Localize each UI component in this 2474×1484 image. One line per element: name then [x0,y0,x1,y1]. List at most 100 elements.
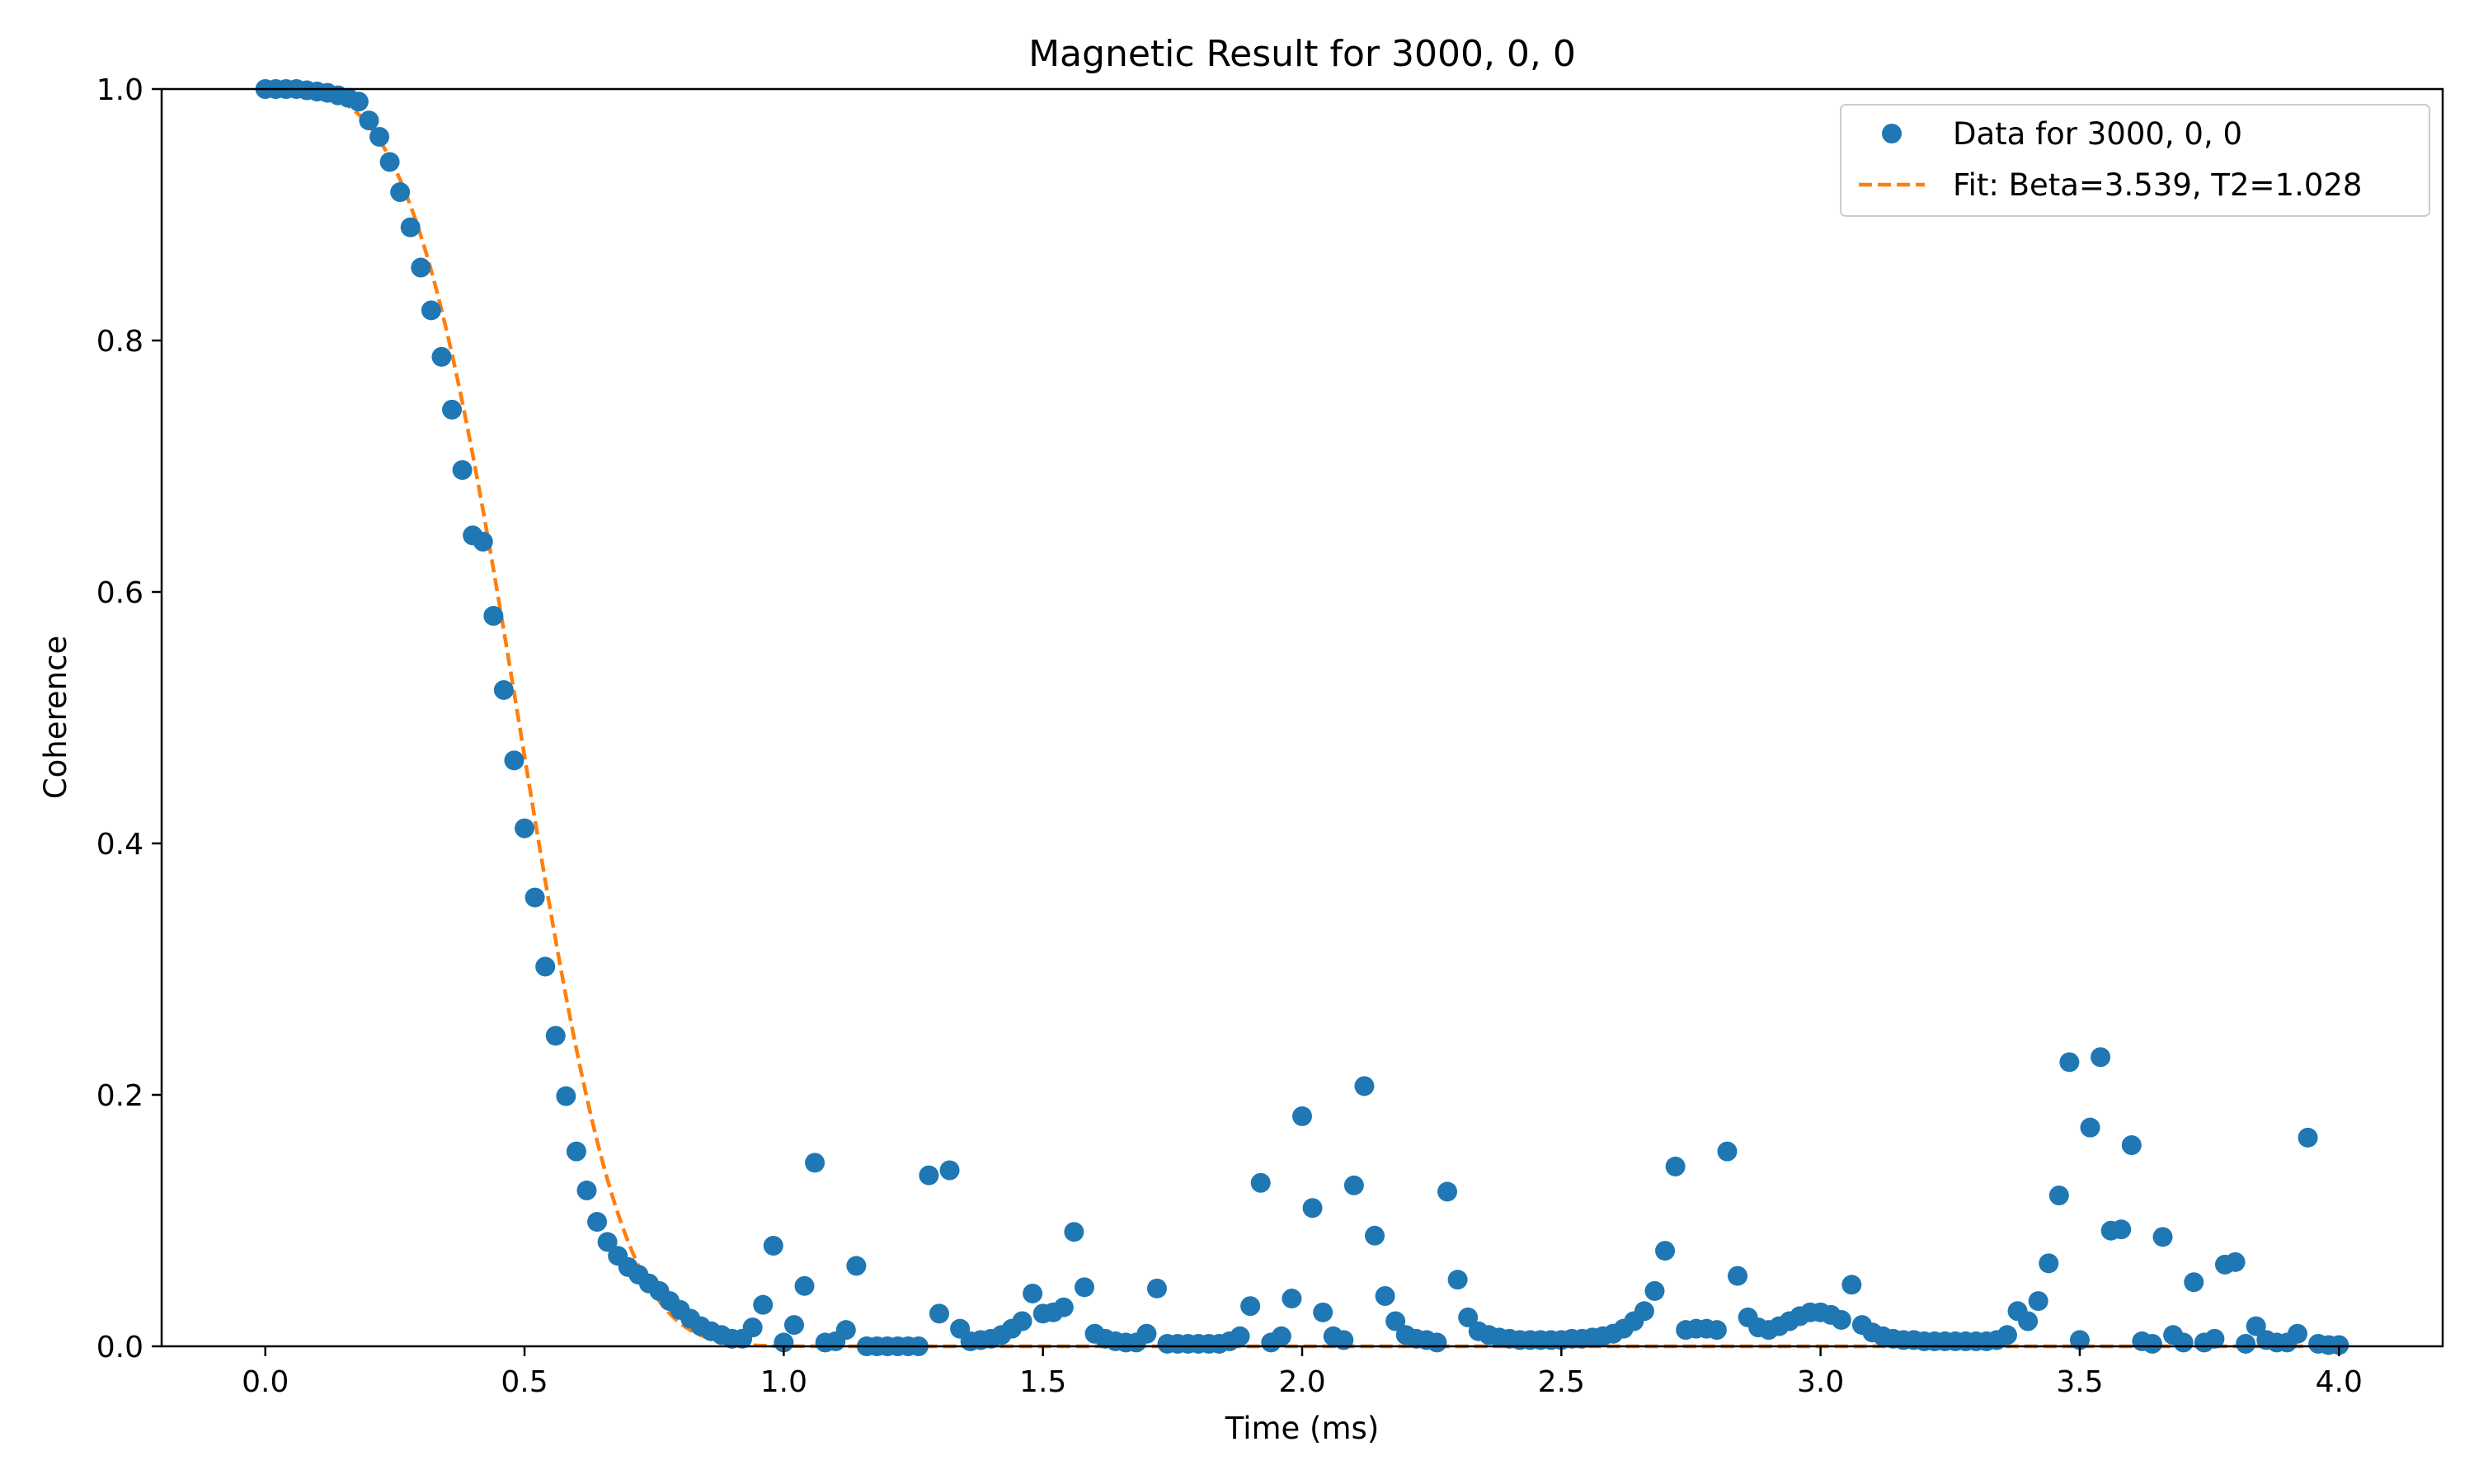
data-point [390,182,411,203]
legend-label-data: Data for 3000, 0, 0 [1953,116,2242,152]
data-point [431,346,452,367]
x-tick-label: 2.5 [1538,1365,1585,1399]
data-point [774,1332,794,1353]
data-point [2204,1328,2225,1349]
data-point [929,1303,949,1324]
y-tick-label: 0.6 [96,576,143,610]
data-point [2018,1311,2039,1331]
data-point [348,92,369,112]
data-point [556,1086,576,1106]
data-point [1023,1283,1043,1303]
data-point [1717,1141,1738,1162]
data-point [919,1165,939,1186]
legend-label-fit: Fit: Beta=3.539, T2=1.028 [1953,167,2362,203]
data-point [2080,1117,2100,1138]
data-point [1292,1106,1312,1126]
data-point [1136,1323,1157,1344]
y-axis-label: Coherence [38,636,73,799]
data-point [2111,1219,2132,1240]
data-point [742,1317,763,1338]
y-tick-label: 0.0 [96,1331,143,1364]
data-point [379,152,400,172]
x-tick-label: 1.5 [1019,1365,1066,1399]
data-point [1997,1325,2017,1345]
data-point [483,605,504,626]
x-axis-ticks: 0.0 0.5 1.0 1.5 2.0 2.5 3.0 3.5 4.0 [242,1346,2363,1399]
legend-marker-data [1882,124,1902,143]
x-tick-label: 1.0 [760,1365,807,1399]
x-tick-label: 4.0 [2316,1365,2363,1399]
data-point [1012,1311,1032,1331]
data-point [2028,1291,2048,1312]
data-point [1634,1301,1654,1322]
data-point [442,399,463,420]
data-point [2184,1272,2204,1293]
data-point [1644,1280,1665,1301]
data-point [2287,1323,2307,1344]
data-point [1271,1326,1291,1346]
data-point [1333,1330,1354,1350]
data-point [1053,1297,1074,1317]
data-point [1458,1307,1479,1327]
data-point [2142,1333,2162,1354]
data-point [1230,1326,1250,1346]
data-point [1385,1311,1406,1331]
x-axis-label: Time (ms) [1225,1411,1380,1446]
y-axis-ticks: 0.0 0.2 0.4 0.6 0.8 1.0 [96,73,162,1364]
data-point [2298,1127,2318,1148]
data-point [794,1275,815,1296]
data-point [1282,1289,1302,1309]
data-point [515,818,535,838]
data-point [1250,1172,1271,1193]
data-point [493,679,514,700]
legend-box [1840,104,2430,217]
data-point [939,1160,960,1181]
data-point [576,1180,597,1200]
data-point [452,460,473,481]
data-point [545,1026,566,1046]
data-point [2059,1052,2080,1073]
data-point [2329,1335,2349,1355]
data-point [1064,1222,1084,1242]
data-point [421,300,441,321]
data-point [846,1256,867,1276]
data-point [1728,1266,1748,1286]
data-point [2039,1253,2059,1274]
data-point [1313,1302,1333,1322]
x-tick-label: 3.0 [1797,1365,1844,1399]
data-point [835,1320,856,1341]
data-point [2048,1186,2069,1205]
data-point [473,532,493,552]
data-point [2173,1332,2194,1353]
data-point [2091,1047,2111,1068]
y-tick-label: 0.2 [96,1079,143,1113]
plot-area [160,79,2444,1356]
data-point [359,110,379,131]
data-point [1427,1332,1447,1353]
x-tick-label: 3.5 [2056,1365,2103,1399]
data-point [2152,1227,2173,1247]
data-point [753,1294,774,1315]
data-point [1841,1275,1862,1295]
legend: Data for 3000, 0, 0 Fit: Beta=3.539, T2=… [1840,104,2430,217]
data-point [1302,1198,1323,1219]
data-point [535,956,556,977]
x-tick-label: 2.0 [1278,1365,1325,1399]
data-point [597,1232,618,1252]
x-tick-label: 0.5 [501,1365,548,1399]
data-point [1074,1277,1094,1298]
data-point [2225,1252,2246,1272]
data-point [783,1315,804,1336]
data-point [1365,1225,1385,1246]
data-point [1343,1175,1364,1195]
data-point [411,257,431,278]
data-point [1655,1241,1676,1261]
data-point [805,1153,825,1173]
data-point [763,1236,783,1256]
data-point [2246,1316,2266,1336]
data-point [1240,1296,1261,1317]
data-point [504,750,524,771]
data-point [400,217,421,237]
data-point [1665,1156,1686,1176]
